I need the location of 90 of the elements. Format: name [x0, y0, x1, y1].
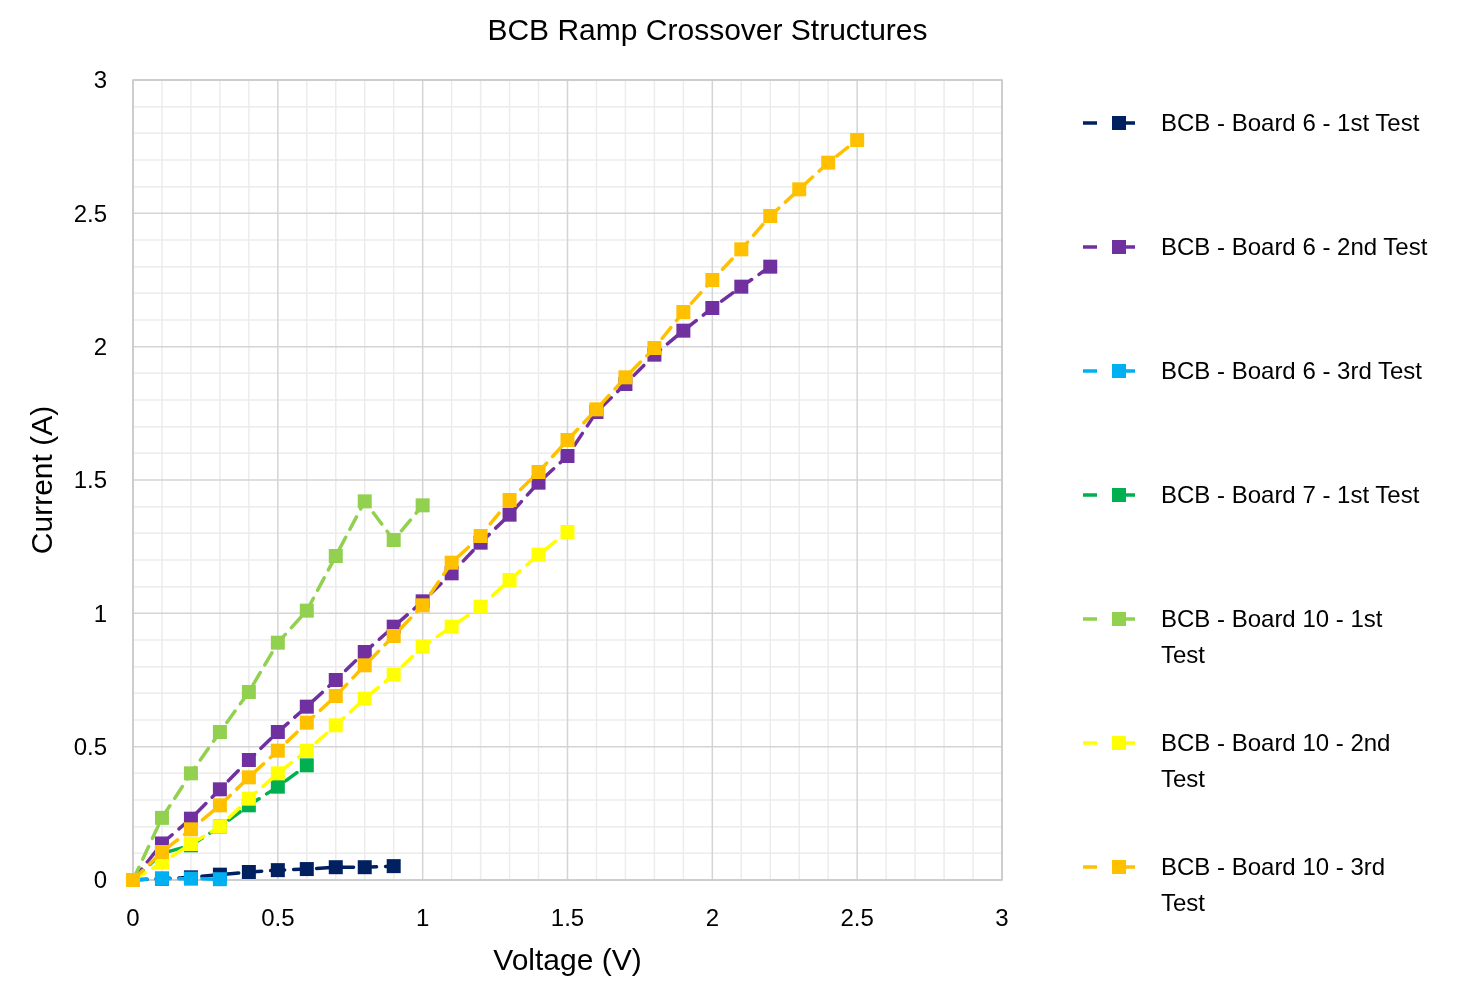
point	[328, 689, 343, 703]
point	[415, 639, 430, 654]
point	[270, 743, 285, 758]
chart-title: BCB Ramp Crossover Structures	[487, 13, 928, 46]
point	[734, 242, 749, 257]
point	[560, 433, 575, 447]
point	[299, 699, 314, 714]
point	[618, 370, 633, 385]
x-axis-title: Voltage (V)	[493, 943, 642, 976]
point	[328, 718, 343, 733]
point	[705, 301, 720, 315]
point	[734, 279, 749, 294]
point	[183, 822, 198, 837]
legend-label: BCB - Board 6 - 3rd Test	[1161, 357, 1423, 385]
point	[241, 753, 256, 767]
point	[560, 525, 575, 539]
point	[241, 791, 256, 806]
point	[270, 766, 285, 781]
point	[328, 673, 343, 687]
x-tick-label: 0.5	[261, 904, 295, 931]
point	[212, 798, 227, 813]
point	[763, 209, 778, 223]
point	[792, 182, 807, 197]
point	[850, 133, 865, 147]
x-tick-label: 3	[995, 904, 1009, 931]
point	[270, 779, 285, 794]
legend-label: BCB - Board 7 - 1st Test	[1161, 481, 1420, 509]
point	[676, 305, 691, 319]
point	[299, 603, 314, 618]
point	[357, 658, 372, 673]
point	[357, 860, 372, 875]
x-tick-label: 1.5	[550, 904, 585, 931]
y-tick-label: 0	[93, 866, 107, 894]
point	[386, 629, 401, 643]
y-axis-title: Current (A)	[25, 405, 58, 555]
point	[328, 549, 343, 563]
point	[299, 743, 314, 758]
point	[531, 465, 546, 479]
point	[241, 865, 256, 879]
point	[183, 766, 198, 781]
point	[444, 619, 459, 634]
point	[299, 758, 314, 773]
point	[212, 782, 227, 797]
point	[212, 872, 227, 887]
point	[502, 573, 517, 587]
point	[299, 862, 314, 877]
point	[705, 273, 720, 287]
legend-label: BCB - Board 10 - 2nd Test	[1161, 729, 1391, 793]
legend-label: BCB - Board 6 - 2nd Test	[1161, 233, 1428, 261]
y-tick-label: 3	[93, 66, 107, 94]
legend-label: BCB - Board 6 - 1st Test	[1161, 109, 1420, 137]
point	[386, 533, 401, 547]
y-tick-label: 2	[93, 333, 107, 361]
y-tick-label: 2.5	[73, 199, 107, 227]
point	[763, 259, 778, 274]
point	[415, 598, 430, 613]
point	[502, 493, 517, 507]
point	[357, 494, 372, 509]
point	[473, 529, 488, 543]
y-tick-label: 1.5	[73, 466, 107, 494]
point	[473, 599, 488, 614]
x-tick-label: 2.5	[840, 904, 874, 931]
y-tick-label: 1	[93, 599, 107, 627]
point	[241, 770, 256, 785]
point	[386, 667, 401, 682]
x-tick-label: 1	[415, 904, 430, 931]
point	[386, 859, 401, 874]
point	[676, 323, 691, 338]
point	[328, 860, 343, 875]
point	[502, 507, 517, 522]
legend-label: BCB - Board 10 - 1st Test	[1161, 605, 1383, 669]
point	[531, 547, 546, 562]
point	[299, 715, 314, 730]
point	[821, 155, 836, 170]
point	[415, 498, 430, 513]
legend-label: BCB - Board 10 - 3rd Test	[1161, 853, 1386, 917]
point	[357, 691, 372, 706]
point	[357, 645, 372, 659]
point	[560, 449, 575, 463]
point	[444, 555, 459, 570]
point	[241, 685, 256, 699]
point	[212, 725, 227, 739]
y-tick-label: 0.5	[73, 733, 107, 761]
point	[270, 863, 285, 878]
point	[270, 635, 285, 650]
point	[270, 725, 285, 739]
point	[154, 810, 169, 825]
x-tick-label: 2	[705, 904, 720, 931]
point	[647, 341, 662, 355]
x-tick-label: 0	[126, 904, 140, 931]
